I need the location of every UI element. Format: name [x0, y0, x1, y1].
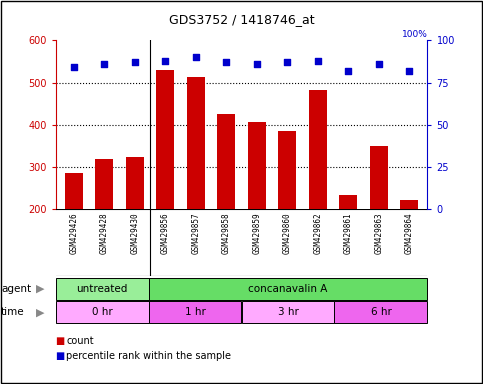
Text: 6 hr: 6 hr [370, 307, 391, 317]
Text: GSM429430: GSM429430 [130, 213, 139, 254]
Bar [56, 278, 149, 300]
Bar [126, 157, 144, 294]
Text: ■: ■ [56, 351, 65, 361]
Point [131, 59, 139, 65]
Point [314, 58, 322, 64]
Text: 100%: 100% [401, 30, 427, 40]
Text: GSM429856: GSM429856 [161, 213, 170, 254]
Text: percentile rank within the sample: percentile rank within the sample [66, 351, 231, 361]
Bar [186, 77, 205, 294]
Text: GSM429858: GSM429858 [222, 213, 231, 254]
Point [375, 61, 383, 67]
Point [284, 59, 291, 65]
Point [405, 68, 413, 74]
Text: 3 hr: 3 hr [278, 307, 298, 317]
Text: GSM429426: GSM429426 [70, 213, 78, 254]
Bar [334, 301, 427, 323]
Point [253, 61, 261, 67]
Bar [217, 114, 235, 294]
Bar [339, 195, 357, 294]
Bar [309, 90, 327, 294]
Text: ▶: ▶ [36, 284, 44, 294]
Bar [149, 278, 427, 300]
Text: 0 hr: 0 hr [92, 307, 113, 317]
Point [344, 68, 352, 74]
Text: GSM429861: GSM429861 [344, 213, 353, 254]
Point [222, 59, 230, 65]
Text: GSM429862: GSM429862 [313, 213, 322, 254]
Bar [156, 70, 174, 294]
Text: ▶: ▶ [36, 307, 44, 317]
Point [192, 54, 199, 60]
Text: concanavalin A: concanavalin A [248, 284, 327, 294]
Point [100, 61, 108, 67]
Point [70, 64, 78, 70]
Text: GSM429857: GSM429857 [191, 213, 200, 254]
Bar [278, 131, 297, 294]
Text: GSM429863: GSM429863 [374, 213, 383, 254]
Bar [65, 172, 83, 294]
Bar [242, 301, 334, 323]
Bar [248, 122, 266, 294]
Text: GSM429860: GSM429860 [283, 213, 292, 254]
Text: 1 hr: 1 hr [185, 307, 205, 317]
Bar [369, 146, 388, 294]
Text: GSM429859: GSM429859 [252, 213, 261, 254]
Text: agent: agent [1, 284, 31, 294]
Text: time: time [1, 307, 25, 317]
Text: untreated: untreated [76, 284, 128, 294]
Bar [56, 301, 149, 323]
Text: GSM429428: GSM429428 [100, 213, 109, 254]
Point [161, 58, 169, 64]
Text: count: count [66, 336, 94, 346]
Text: ■: ■ [56, 336, 65, 346]
Text: GDS3752 / 1418746_at: GDS3752 / 1418746_at [169, 13, 314, 26]
Bar [149, 301, 242, 323]
Bar [95, 159, 114, 294]
Bar [400, 200, 418, 294]
Text: GSM429864: GSM429864 [405, 213, 413, 254]
